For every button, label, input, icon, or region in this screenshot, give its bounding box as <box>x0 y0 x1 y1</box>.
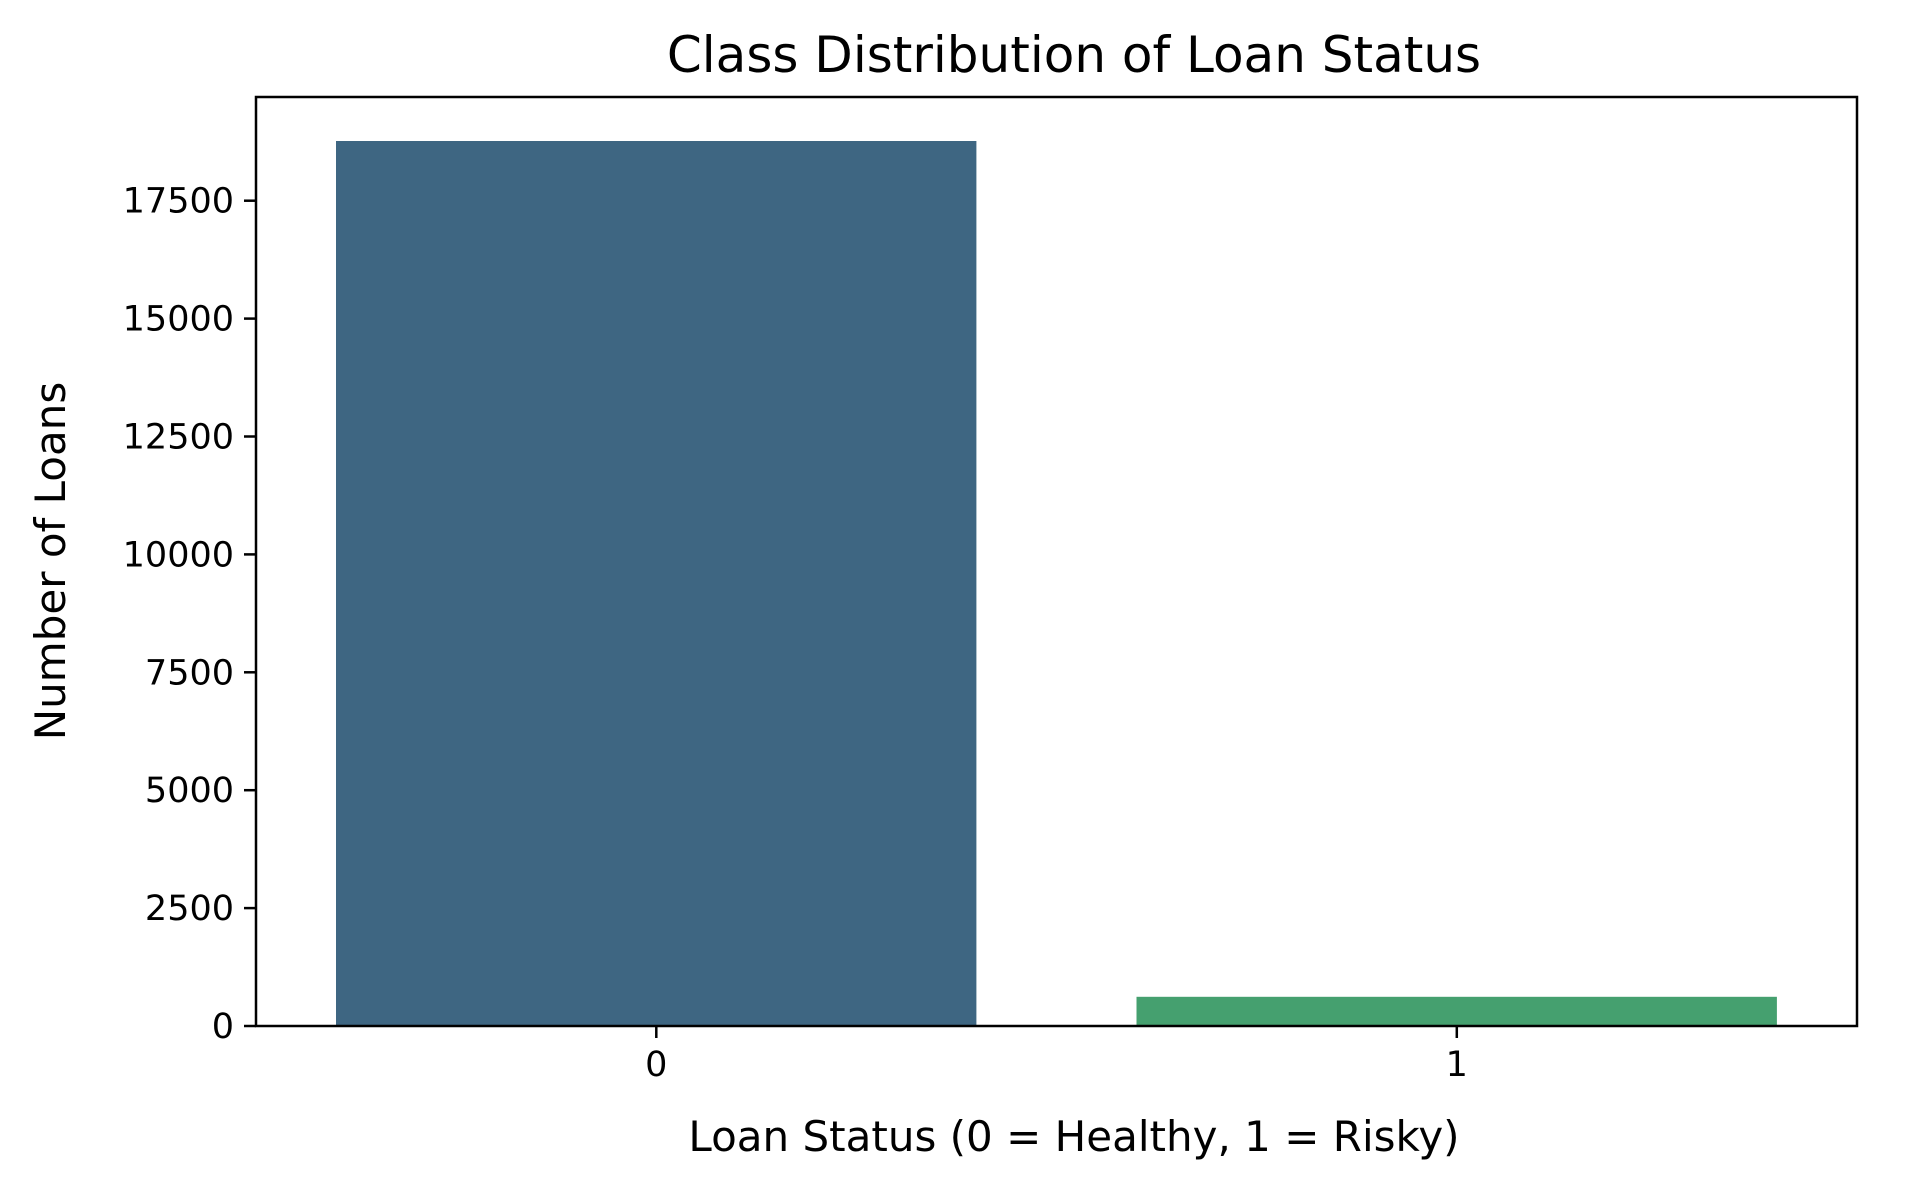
ticks-layer: 0 2500 5000 7500 10000 12500 15000 17500 0 1 <box>123 182 1468 1085</box>
x-tick-label: 0 <box>645 1045 667 1085</box>
x-axis-label: Loan Status (0 = Healthy, 1 = Risky) <box>688 1112 1459 1161</box>
y-tick-label: 7500 <box>145 653 234 693</box>
bar-0 <box>336 141 977 1026</box>
y-tick-label: 12500 <box>123 418 234 458</box>
y-tick-label: 15000 <box>123 300 234 340</box>
plot-frame <box>254 95 1859 1028</box>
bars-layer <box>336 141 1777 1026</box>
bar-1 <box>1136 996 1777 1026</box>
y-tick-label: 5000 <box>145 771 234 811</box>
x-tick-label: 1 <box>1446 1045 1468 1085</box>
y-tick-label: 10000 <box>123 535 234 575</box>
y-tick-label: 0 <box>212 1007 234 1047</box>
y-tick-label: 17500 <box>123 182 234 222</box>
y-tick-label: 2500 <box>145 889 234 929</box>
chart-title: Class Distribution of Loan Status <box>667 26 1481 84</box>
y-axis-label: Number of Loans <box>26 382 75 741</box>
